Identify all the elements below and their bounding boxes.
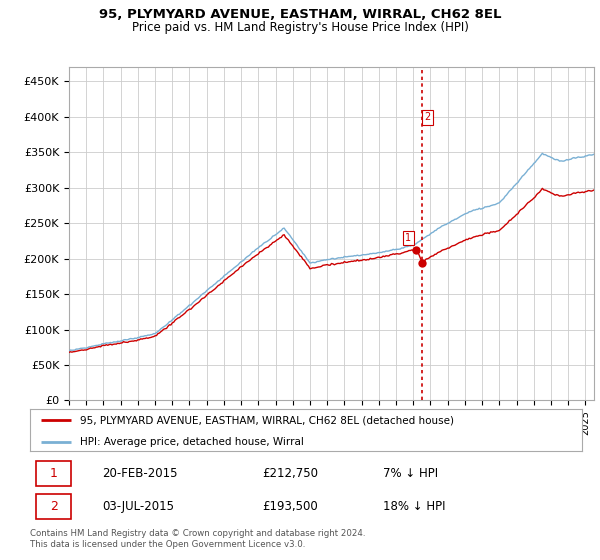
Text: 03-JUL-2015: 03-JUL-2015 [102, 500, 174, 513]
Text: 1: 1 [50, 467, 58, 480]
Text: 20-FEB-2015: 20-FEB-2015 [102, 467, 177, 480]
Text: 7% ↓ HPI: 7% ↓ HPI [383, 467, 439, 480]
Text: Price paid vs. HM Land Registry's House Price Index (HPI): Price paid vs. HM Land Registry's House … [131, 21, 469, 34]
Text: 1: 1 [405, 233, 411, 243]
Text: £193,500: £193,500 [262, 500, 317, 513]
FancyBboxPatch shape [35, 494, 71, 519]
Text: 2: 2 [50, 500, 58, 513]
Text: 95, PLYMYARD AVENUE, EASTHAM, WIRRAL, CH62 8EL (detached house): 95, PLYMYARD AVENUE, EASTHAM, WIRRAL, CH… [80, 415, 454, 425]
FancyBboxPatch shape [35, 461, 71, 486]
Text: 18% ↓ HPI: 18% ↓ HPI [383, 500, 446, 513]
Text: HPI: Average price, detached house, Wirral: HPI: Average price, detached house, Wirr… [80, 437, 304, 446]
Text: 95, PLYMYARD AVENUE, EASTHAM, WIRRAL, CH62 8EL: 95, PLYMYARD AVENUE, EASTHAM, WIRRAL, CH… [99, 8, 501, 21]
Text: 2: 2 [424, 113, 431, 123]
Text: £212,750: £212,750 [262, 467, 318, 480]
Text: Contains HM Land Registry data © Crown copyright and database right 2024.
This d: Contains HM Land Registry data © Crown c… [30, 529, 365, 549]
